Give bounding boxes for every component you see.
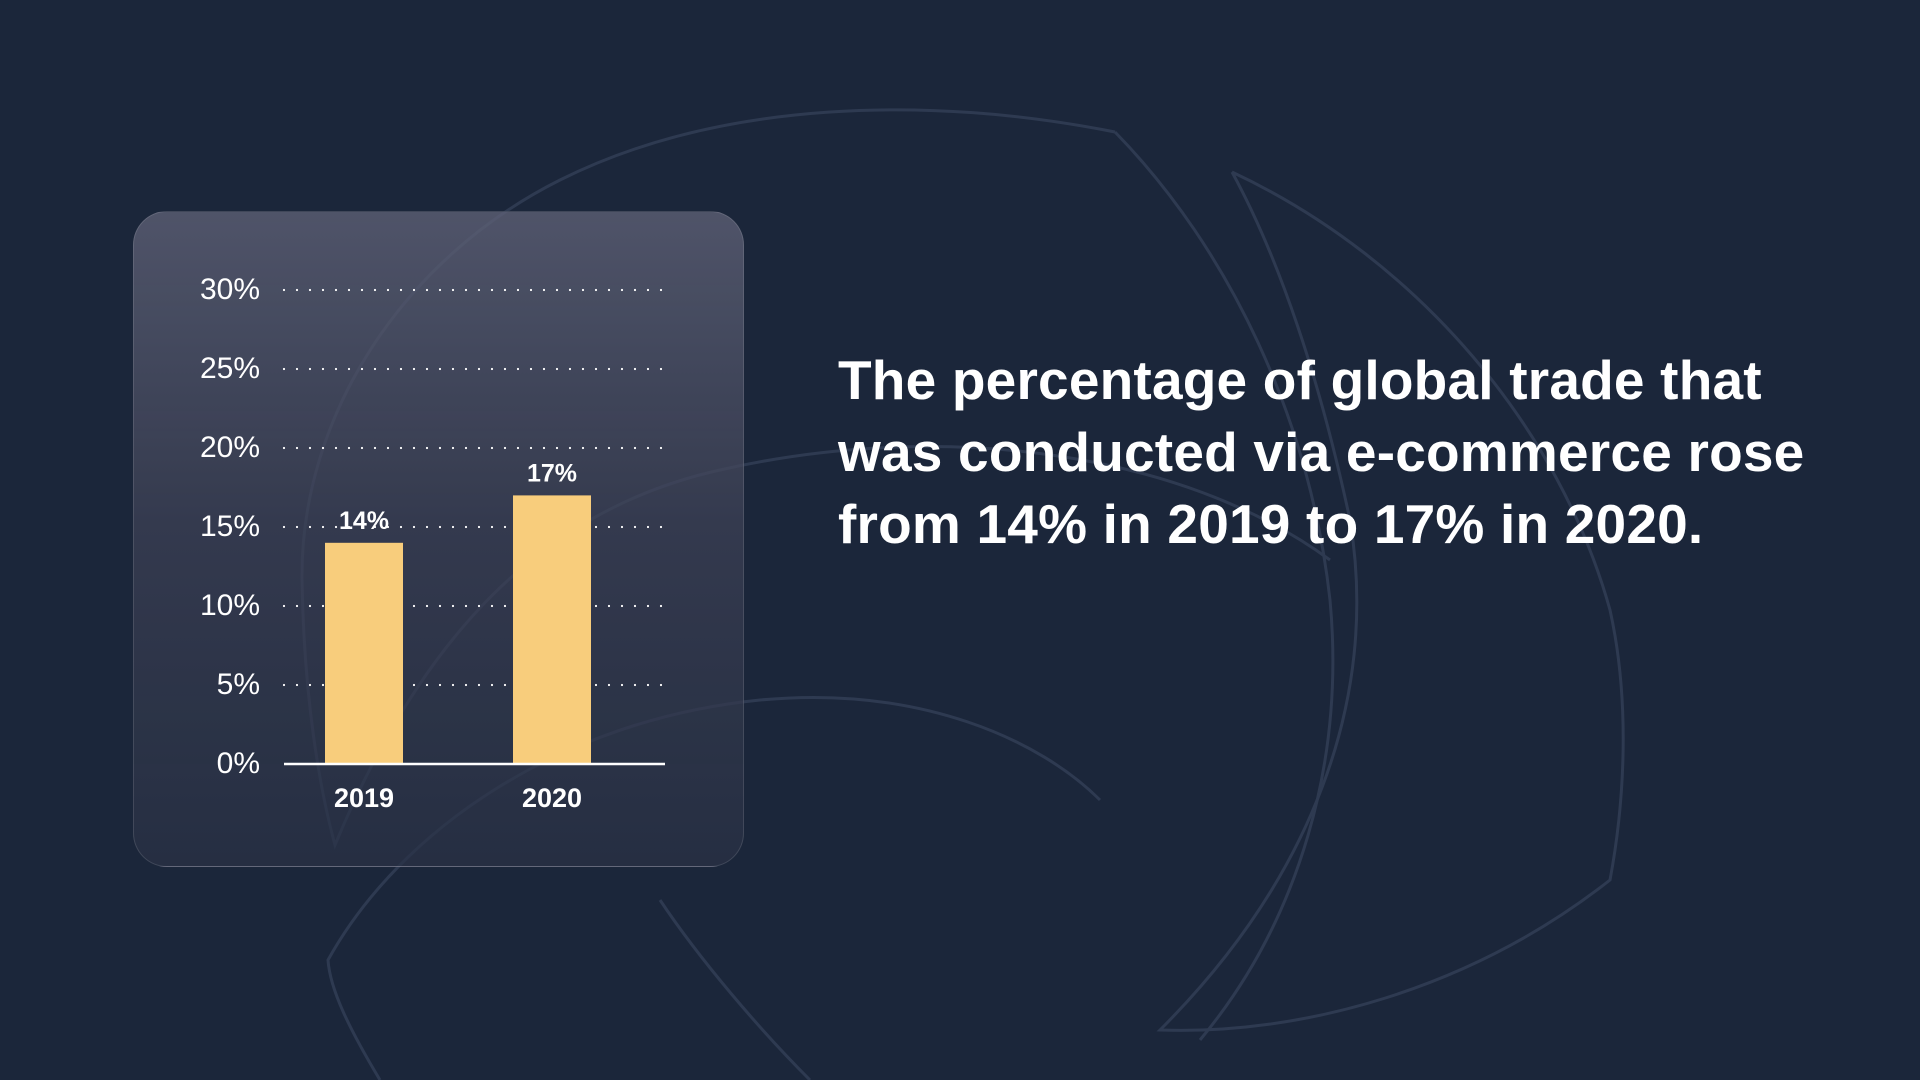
bar-2020	[513, 495, 591, 764]
bar-chart: 0% 5% 10% 15% 20% 25% 30% 14% 2019 17% 2020	[200, 273, 667, 813]
background-arc-bottom	[658, 899, 812, 1080]
x-tick-label: 2019	[334, 783, 394, 813]
y-tick-label: 10%	[200, 589, 260, 622]
x-tick-label: 2020	[522, 783, 582, 813]
y-tick-label: 15%	[200, 510, 260, 543]
y-tick-label: 25%	[200, 352, 260, 385]
background-arc-middle	[1113, 130, 1335, 1041]
data-label: 17%	[527, 459, 577, 487]
data-label: 14%	[339, 507, 389, 535]
y-tick-label: 20%	[200, 431, 260, 464]
chart-card: 0% 5% 10% 15% 20% 25% 30% 14% 2019 17% 2020	[133, 211, 744, 867]
y-tick-label: 30%	[200, 273, 260, 306]
y-tick-label: 0%	[217, 747, 260, 780]
background-arc-right	[1156, 170, 1625, 1032]
bar-2019	[325, 542, 403, 764]
y-tick-label: 5%	[217, 668, 260, 701]
headline: The percentage of global trade that was …	[838, 349, 1805, 555]
